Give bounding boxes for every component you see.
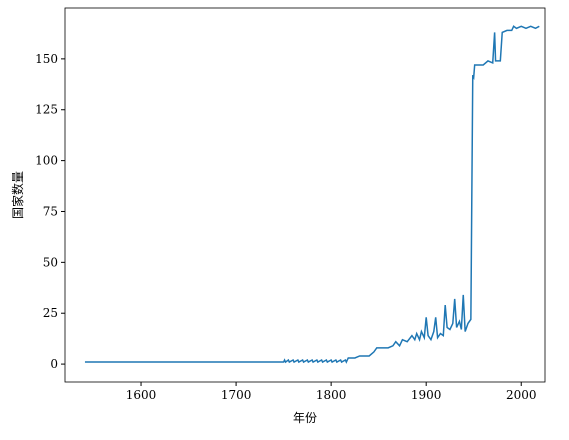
data-line bbox=[84, 25, 540, 364]
x-tick-label: 1900 bbox=[411, 388, 442, 402]
y-tick-label: 150 bbox=[35, 52, 58, 66]
x-axis-label: 年份 bbox=[293, 411, 317, 425]
y-tick-label: 125 bbox=[35, 103, 58, 117]
x-tick-label: 1600 bbox=[126, 388, 157, 402]
plot-frame bbox=[64, 7, 546, 383]
y-tick-label: 0 bbox=[50, 357, 58, 371]
x-tick-label: 1700 bbox=[221, 388, 252, 402]
y-tick-label: 100 bbox=[35, 154, 58, 168]
y-tick-label: 75 bbox=[43, 204, 58, 218]
x-tick-label: 1800 bbox=[316, 388, 347, 402]
x-tick-label: 2000 bbox=[506, 388, 537, 402]
y-tick-label: 50 bbox=[43, 255, 58, 269]
y-tick-label: 25 bbox=[43, 306, 58, 320]
y-axis-label: 国家数量 bbox=[10, 171, 25, 219]
